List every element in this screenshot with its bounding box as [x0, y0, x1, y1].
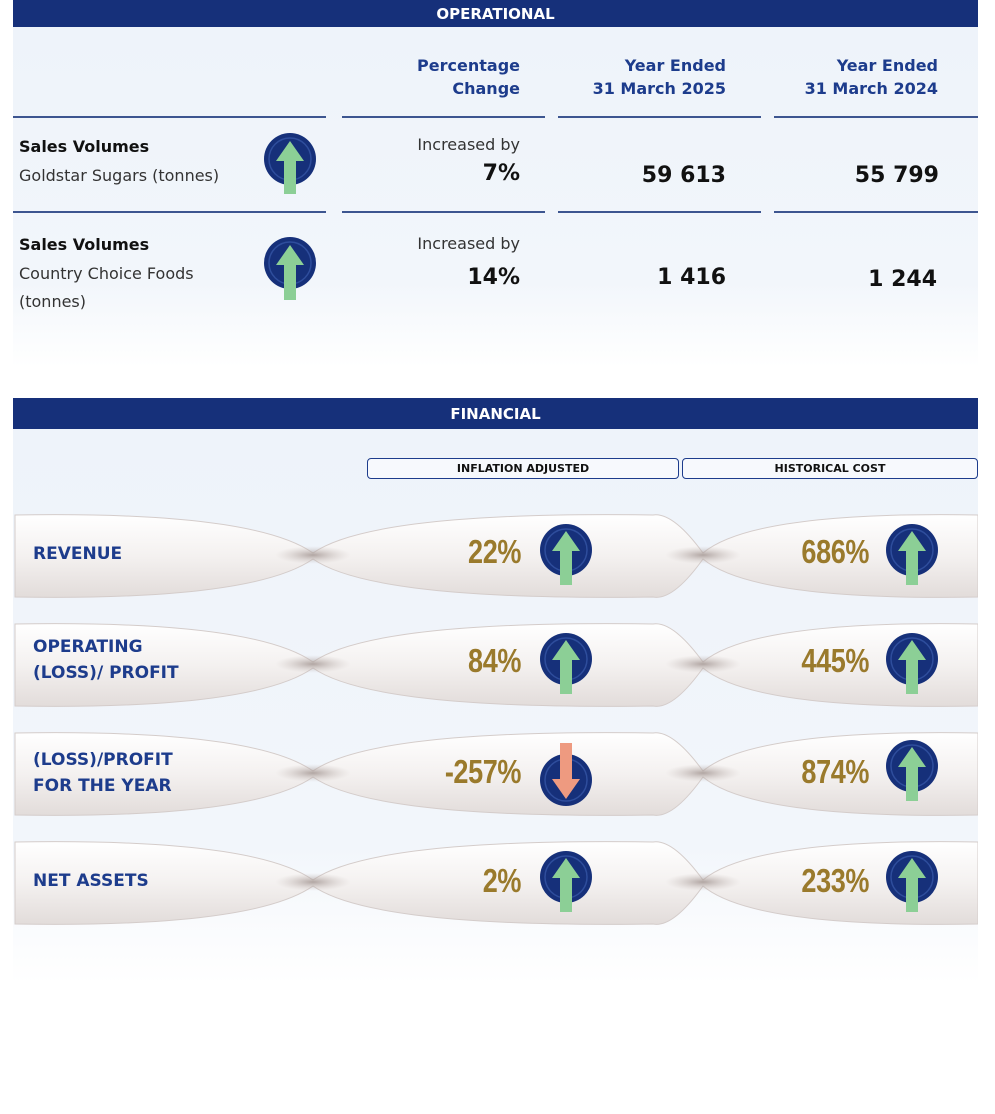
- column-label: INFLATION ADJUSTED: [456, 462, 590, 475]
- historical-cost-value: 686%: [801, 533, 869, 570]
- column-historical-cost: HISTORICAL COST: [682, 458, 978, 479]
- row-label: REVENUE: [33, 544, 123, 564]
- divider: [558, 211, 761, 213]
- inflation-adjusted-value: 84%: [468, 642, 521, 679]
- column-label: HISTORICAL COST: [774, 462, 886, 475]
- row-label: NET ASSETS: [33, 871, 149, 891]
- change-label: Increased by: [417, 135, 520, 154]
- change-value: 14%: [467, 265, 520, 290]
- arrow-down-circle-icon: [539, 741, 595, 806]
- row-title: Sales Volumes: [19, 137, 150, 156]
- arrow-up-circle-icon: [263, 237, 319, 300]
- arrow-up-circle-icon: [263, 133, 319, 194]
- divider: [342, 116, 545, 118]
- operational-panel: [13, 27, 978, 367]
- ribbon-background: [14, 841, 978, 925]
- inflation-adjusted-value: -257%: [444, 753, 522, 790]
- arrow-up-circle-icon: [885, 523, 941, 585]
- divider: [13, 116, 326, 118]
- historical-cost-value: 874%: [801, 753, 869, 790]
- financial-row-net-assets: NET ASSETS 2% 233%: [13, 836, 978, 928]
- inflation-adjusted-value: 22%: [468, 533, 521, 570]
- financial-section-header: FINANCIAL: [13, 398, 978, 429]
- ribbon-background: [14, 514, 978, 598]
- header-year-2024: Year Ended 31 March 2024: [804, 56, 938, 98]
- column-inflation-adjusted: INFLATION ADJUSTED: [367, 458, 679, 479]
- value-2025: 59 613: [641, 163, 726, 188]
- row-subtitle: Goldstar Sugars (tonnes): [19, 166, 220, 185]
- historical-cost-value: 233%: [801, 862, 869, 899]
- header-percentage-change: Percentage Change: [417, 56, 520, 98]
- inflation-adjusted-value: 2%: [482, 862, 522, 899]
- arrow-up-circle-icon: [539, 523, 595, 585]
- row-title: Sales Volumes: [19, 235, 150, 254]
- divider: [13, 211, 326, 213]
- divider: [774, 116, 978, 118]
- divider: [342, 211, 545, 213]
- value-2025: 1 416: [657, 265, 726, 290]
- financial-row-operating-profit: OPERATING (LOSS)/ PROFIT 84% 445%: [13, 618, 978, 710]
- arrow-up-circle-icon: [885, 739, 941, 801]
- financial-title: FINANCIAL: [450, 404, 541, 423]
- ribbon-background: [14, 732, 978, 816]
- value-2024: 1 244: [868, 267, 937, 292]
- historical-cost-value: 445%: [801, 642, 869, 679]
- operational-title: OPERATIONAL: [436, 4, 555, 23]
- arrow-up-circle-icon: [539, 850, 595, 912]
- value-2024: 55 799: [854, 163, 939, 188]
- ribbon-background: [14, 623, 978, 707]
- divider: [558, 116, 761, 118]
- financial-row-profit-for-year: (LOSS)/PROFIT FOR THE YEAR -257% 874%: [13, 727, 978, 819]
- row-label: (LOSS)/PROFIT FOR THE YEAR: [33, 750, 173, 796]
- divider: [774, 211, 978, 213]
- financial-row-revenue: REVENUE 22% 686%: [13, 509, 978, 601]
- row-label: OPERATING (LOSS)/ PROFIT: [33, 637, 179, 683]
- arrow-up-circle-icon: [885, 632, 941, 694]
- change-value: 7%: [482, 161, 520, 186]
- header-year-2025: Year Ended 31 March 2025: [592, 56, 726, 98]
- arrow-up-circle-icon: [539, 632, 595, 694]
- row-subtitle: Country Choice Foods (tonnes): [19, 264, 194, 311]
- operational-section-header: OPERATIONAL: [13, 0, 978, 27]
- arrow-up-circle-icon: [885, 850, 941, 912]
- change-label: Increased by: [417, 234, 520, 253]
